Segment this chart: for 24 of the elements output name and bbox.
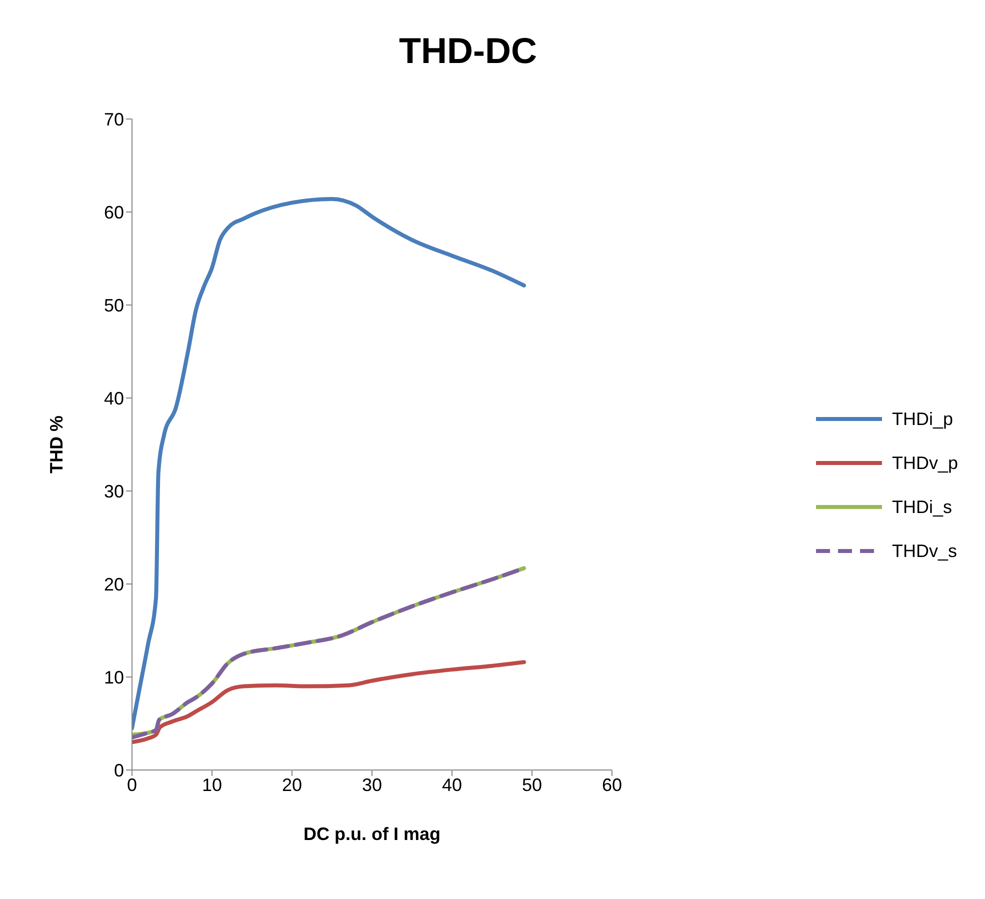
x-axis-title: DC p.u. of I mag — [303, 824, 440, 844]
x-tick-label: 10 — [202, 774, 222, 795]
line-series — [132, 660, 526, 744]
y-tick-label: 30 — [104, 481, 124, 502]
line-series — [132, 196, 526, 730]
x-tick-label: 50 — [522, 774, 542, 795]
legend-label: THDv_s — [892, 540, 957, 562]
y-axis-title: THD % — [46, 416, 66, 474]
x-tick-label: 60 — [602, 774, 622, 795]
y-tick-label: 50 — [104, 295, 124, 316]
chart-title: THD-DC — [398, 29, 538, 73]
y-tick-label: 10 — [104, 667, 124, 688]
x-tick-label: 20 — [282, 774, 302, 795]
x-tick-label: 30 — [362, 774, 382, 795]
legend-label: THDi_s — [892, 496, 952, 518]
legend-label: THDi_p — [892, 408, 953, 430]
y-tick-label: 70 — [104, 109, 124, 130]
y-tick-label: 0 — [114, 760, 124, 780]
y-tick-label: 40 — [104, 388, 124, 408]
x-tick-label: 40 — [442, 774, 462, 795]
y-tick-label: 20 — [104, 574, 124, 594]
x-tick-label: 0 — [126, 774, 138, 795]
legend-label: THDv_p — [892, 452, 958, 474]
y-tick-label: 60 — [104, 202, 124, 222]
